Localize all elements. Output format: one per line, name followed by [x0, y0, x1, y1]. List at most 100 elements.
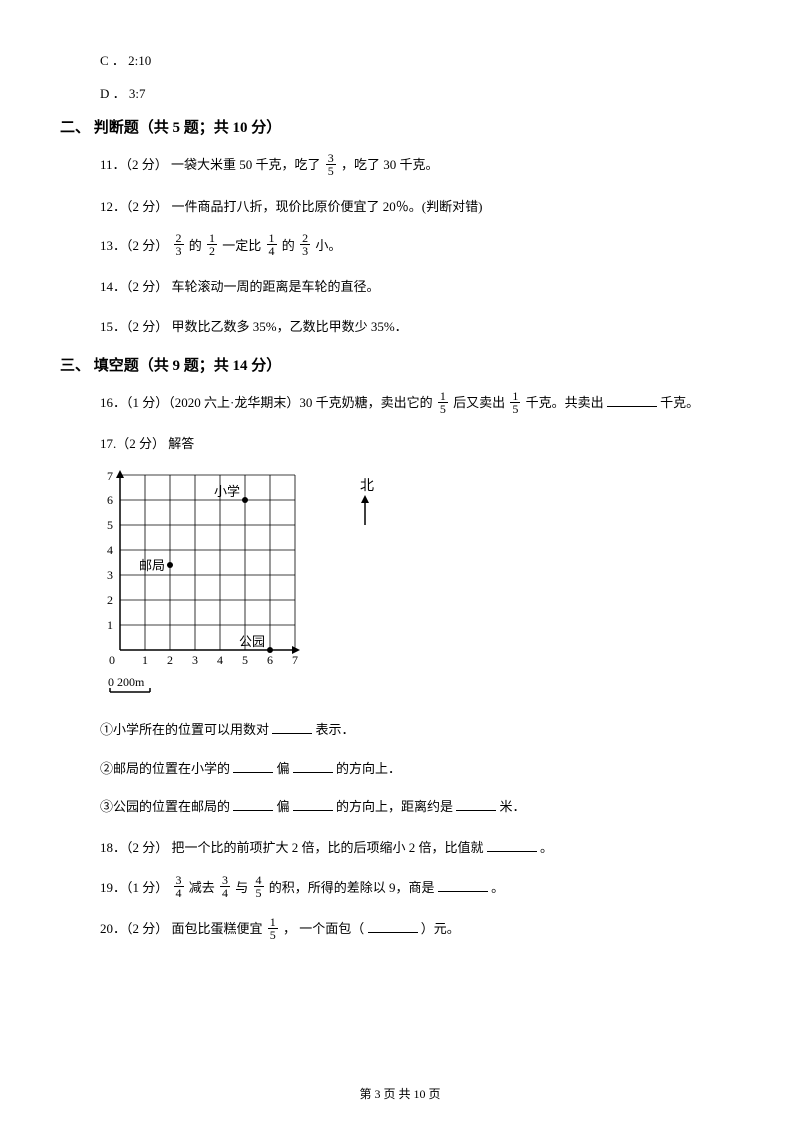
- frac-den: 5: [510, 403, 520, 415]
- north-label: 北: [360, 478, 374, 494]
- point-park: [267, 647, 273, 653]
- x-tick: 2: [167, 653, 173, 667]
- x-tick: 1: [142, 653, 148, 667]
- blank-input[interactable]: [272, 720, 312, 734]
- x-tick: 3: [192, 653, 198, 667]
- question-20: 20．（2 分） 面包比蛋糕便宜 15 ， 一个面包（ ）元。: [100, 917, 740, 943]
- label-postoffice: 邮局: [139, 558, 165, 573]
- question-19: 19．（1 分） 34 减去 34 与 45 的积，所得的差除以 9，商是 。: [100, 876, 740, 902]
- blank-input[interactable]: [607, 393, 657, 407]
- question-14: 14．（2 分） 车轮滚动一周的距离是车轮的直径。: [100, 275, 740, 298]
- q20-c: ）元。: [421, 921, 460, 936]
- y-tick: 7: [107, 470, 113, 483]
- frac-num: 1: [510, 390, 520, 403]
- frac-den: 5: [268, 929, 278, 941]
- question-18: 18．（2 分） 把一个比的前项扩大 2 倍，比的后项缩小 2 倍，比值就 。: [100, 836, 740, 859]
- question-11: 11．（2 分） 一袋大米重 50 千克，吃了 3 5 ，吃了 30 千克。: [100, 153, 740, 179]
- y-tick: 6: [107, 493, 113, 507]
- blank-input[interactable]: [368, 919, 418, 933]
- q13-f1: 23: [174, 232, 184, 257]
- frac-den: 2: [207, 245, 217, 257]
- sub-question-1: ①小学所在的位置可以用数对 表示．: [100, 720, 740, 741]
- q19-f1: 34: [174, 874, 184, 899]
- north-arrow-head: [361, 495, 369, 503]
- sub1-b: 表示．: [316, 722, 355, 737]
- page-footer: 第 3 页 共 10 页: [0, 1085, 800, 1102]
- option-d: D ． 3:7: [100, 83, 740, 102]
- y-axis-arrow: [116, 470, 124, 478]
- label-park: 公园: [239, 634, 265, 649]
- point-school: [242, 497, 248, 503]
- q11-text-b: ，吃了 30 千克。: [341, 157, 439, 172]
- frac-den: 3: [174, 245, 184, 257]
- frac-den: 4: [267, 245, 277, 257]
- q13-e: 小。: [315, 238, 341, 253]
- x-tick: 6: [267, 653, 273, 667]
- q13-c: 一定比: [222, 238, 264, 253]
- q19-d: 的积，所得的差除以 9，商是: [269, 880, 435, 895]
- origin-tick: 0: [109, 653, 115, 667]
- q19-b: 减去: [189, 880, 218, 895]
- sub3-c: 的方向上，距离约是: [336, 799, 453, 814]
- q13-a: 13．（2 分）: [100, 238, 172, 253]
- q16-f1: 15: [438, 390, 448, 415]
- q19-c: 与: [235, 880, 251, 895]
- q18-b: 。: [540, 840, 553, 855]
- point-postoffice: [167, 562, 173, 568]
- x-tick: 4: [217, 653, 223, 667]
- q20-b: ， 一个面包（: [283, 921, 364, 936]
- x-tick: 7: [292, 653, 298, 667]
- q13-b: 的: [189, 238, 205, 253]
- q19-f2: 34: [220, 874, 230, 899]
- q18-a: 18．（2 分） 把一个比的前项扩大 2 倍，比的后项缩小 2 倍，比值就: [100, 840, 484, 855]
- sub2-a: ②邮局的位置在小学的: [100, 761, 230, 776]
- q11-fraction: 3 5: [326, 152, 336, 177]
- sub-question-3: ③公园的位置在邮局的 偏 的方向上，距离约是 米．: [100, 797, 740, 818]
- blank-input[interactable]: [456, 797, 496, 811]
- frac-den: 4: [220, 887, 230, 899]
- q11-text-a: 11．（2 分） 一袋大米重 50 千克，吃了: [100, 157, 324, 172]
- section-2-title: 二、 判断题（共 5 题；共 10 分）: [60, 116, 740, 137]
- blank-input[interactable]: [233, 797, 273, 811]
- sub3-b: 偏: [277, 799, 290, 814]
- q20-f1: 15: [268, 916, 278, 941]
- grid-svg: 北 7 6 5 4: [100, 470, 400, 700]
- q13-f2: 12: [207, 232, 217, 257]
- q16-d: 千克。: [660, 395, 699, 410]
- frac-den: 3: [300, 245, 310, 257]
- q16-f2: 15: [510, 390, 520, 415]
- sub-question-2: ②邮局的位置在小学的 偏 的方向上．: [100, 759, 740, 780]
- q16-c: 千克。共卖出: [526, 395, 604, 410]
- option-c: C ． 2:10: [100, 50, 740, 69]
- q13-f4: 23: [300, 232, 310, 257]
- x-tick: 5: [242, 653, 248, 667]
- q16-b: 后又卖出: [453, 395, 508, 410]
- sub2-c: 的方向上．: [336, 761, 401, 776]
- blank-input[interactable]: [233, 759, 273, 773]
- question-12: 12．（2 分） 一件商品打八折，现价比原价便宜了 20％。(判断对错): [100, 195, 740, 218]
- y-tick: 3: [107, 568, 113, 582]
- blank-input[interactable]: [487, 838, 537, 852]
- q13-d: 的: [282, 238, 298, 253]
- blank-input[interactable]: [293, 797, 333, 811]
- y-tick: 5: [107, 518, 113, 532]
- frac-den: 4: [174, 887, 184, 899]
- sub2-b: 偏: [277, 761, 290, 776]
- frac-num: 1: [268, 916, 278, 929]
- y-tick: 4: [107, 543, 113, 557]
- sub3-d: 米．: [500, 799, 526, 814]
- y-tick: 2: [107, 593, 113, 607]
- q20-a: 20．（2 分） 面包比蛋糕便宜: [100, 921, 263, 936]
- blank-input[interactable]: [293, 759, 333, 773]
- coordinate-chart: 北 7 6 5 4: [100, 470, 740, 700]
- question-15: 15．（2 分） 甲数比乙数多 35%，乙数比甲数少 35%．: [100, 315, 740, 338]
- blank-input[interactable]: [438, 878, 488, 892]
- q13-f3: 14: [267, 232, 277, 257]
- question-16: 16．（1 分）（2020 六上·龙华期末）30 千克奶糖，卖出它的 15 后又…: [100, 391, 740, 417]
- frac-den: 5: [326, 165, 336, 177]
- question-13: 13．（2 分） 23 的 12 一定比 14 的 23 小。: [100, 234, 740, 260]
- section-3-title: 三、 填空题（共 9 题；共 14 分）: [60, 354, 740, 375]
- frac-num: 1: [438, 390, 448, 403]
- frac-den: 5: [254, 887, 264, 899]
- q19-a: 19．（1 分）: [100, 880, 172, 895]
